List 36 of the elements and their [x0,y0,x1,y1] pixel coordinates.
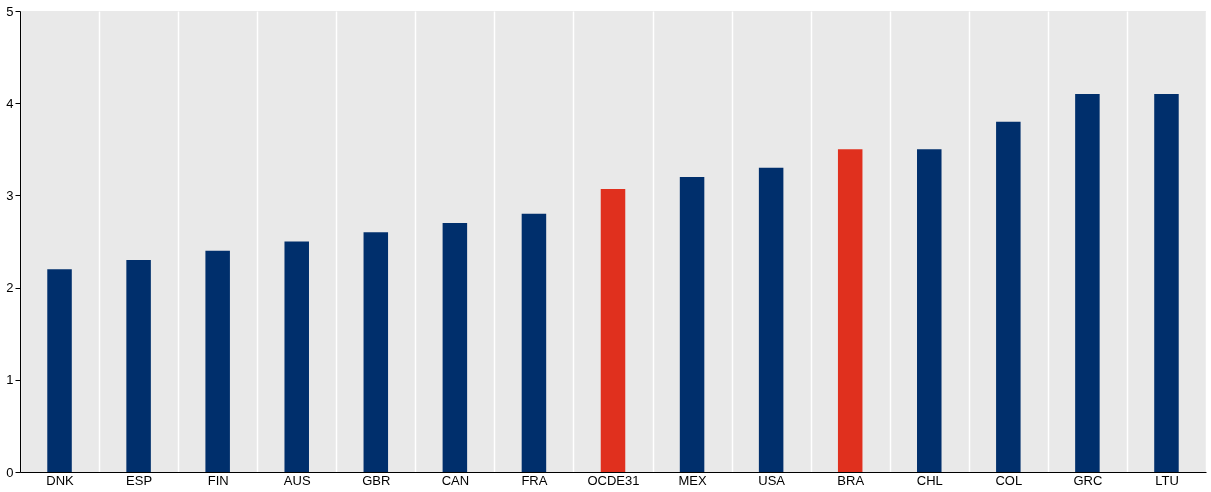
x-tick-label: USA [758,472,786,488]
y-tick-label: 2 [6,280,14,296]
x-tick-label: COL [995,472,1023,488]
y-tick-label: 5 [6,3,14,19]
y-tick-label: 3 [6,187,14,203]
x-tick-label: CHL [916,472,943,488]
bar [363,232,389,472]
x-tick-label: FIN [207,472,229,488]
x-tick-label: ESP [126,472,153,488]
y-tick-label: 0 [6,464,14,480]
bar [1154,93,1179,472]
bar [521,213,547,472]
y-tick-label: 4 [6,95,14,111]
bar [1075,93,1100,472]
x-tick-label: OCDE31 [587,472,640,488]
bar [600,188,626,472]
bar [758,167,784,472]
x-tick-label: FRA [521,472,548,488]
y-tick-label: 1 [6,372,14,388]
bar [205,250,230,472]
x-tick-label: LTU [1155,472,1179,488]
x-tick-label: MEX [678,472,707,488]
x-tick-label: AUS [283,472,311,488]
x-tick-label: DNK [46,472,75,488]
bar [917,149,942,472]
x-tick-label: GRC [1073,472,1103,488]
x-tick-label: CAN [441,472,470,488]
x-tick-label: BRA [837,472,865,488]
bar [837,149,863,472]
bar [47,269,72,472]
bar [996,121,1021,472]
bar [126,259,151,472]
bar [442,223,468,472]
bar [284,241,309,472]
x-tick-label: GBR [362,472,391,488]
bar [679,176,705,472]
